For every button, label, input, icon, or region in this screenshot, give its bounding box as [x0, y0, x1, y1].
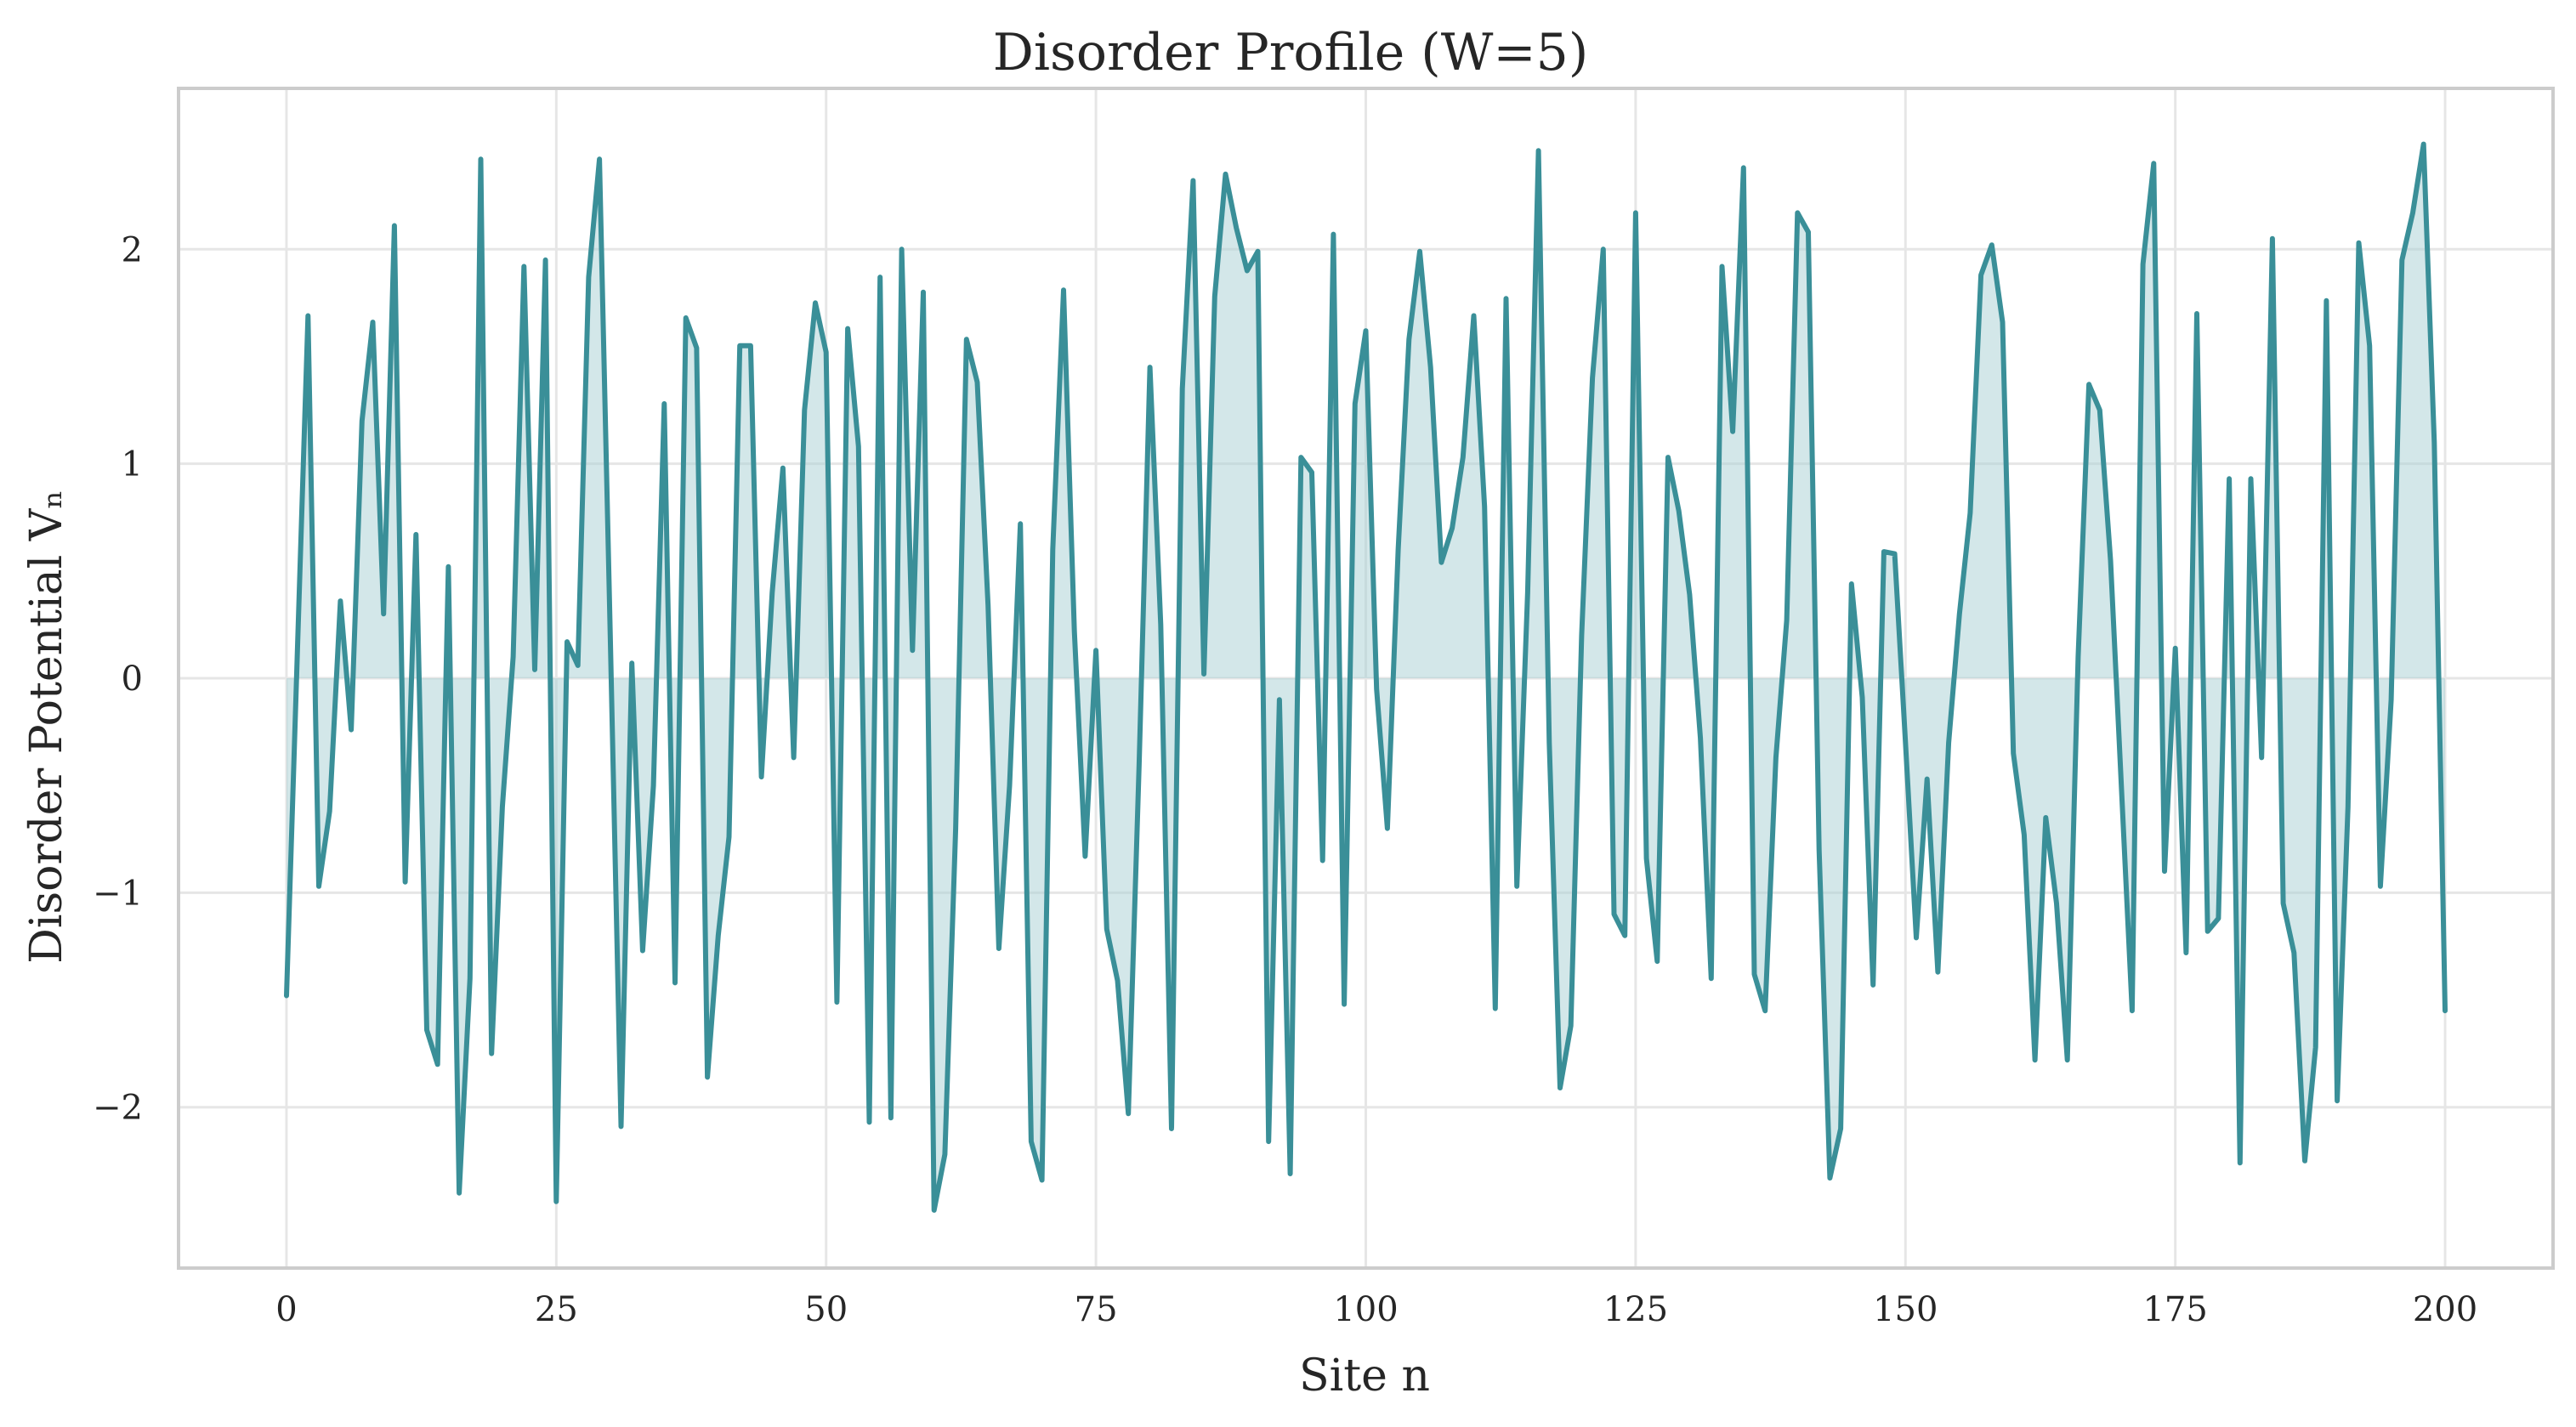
series-line — [284, 141, 2448, 1213]
x-tick-label: 150 — [1873, 1290, 1938, 1329]
x-axis-label: Site n — [1299, 1351, 1430, 1402]
y-tick-label: −1 — [93, 874, 143, 913]
line-layer — [284, 141, 2448, 1213]
x-tick-label: 50 — [804, 1290, 848, 1329]
y-tick-label: 1 — [122, 445, 143, 484]
x-tick-label: 75 — [1075, 1290, 1118, 1329]
x-tick-label: 200 — [2413, 1290, 2477, 1329]
x-tick-label: 25 — [535, 1290, 578, 1329]
tick-layer: 0 25 50 75 100 125 150 175 200 −2 −1 0 1 2 — [93, 230, 2477, 1329]
x-tick-label: 0 — [275, 1290, 297, 1329]
y-axis-label: Disorder Potential Vₙ — [21, 490, 72, 964]
y-tick-label: −2 — [93, 1089, 143, 1128]
y-tick-label: 0 — [122, 660, 143, 699]
plot-frame — [177, 87, 2555, 1270]
chart-title: Disorder Profile (W=5) — [993, 23, 1588, 82]
x-tick-label: 100 — [1333, 1290, 1398, 1329]
x-tick-label: 125 — [1603, 1290, 1668, 1329]
x-tick-label: 175 — [2142, 1290, 2207, 1329]
y-tick-label: 2 — [122, 230, 143, 269]
